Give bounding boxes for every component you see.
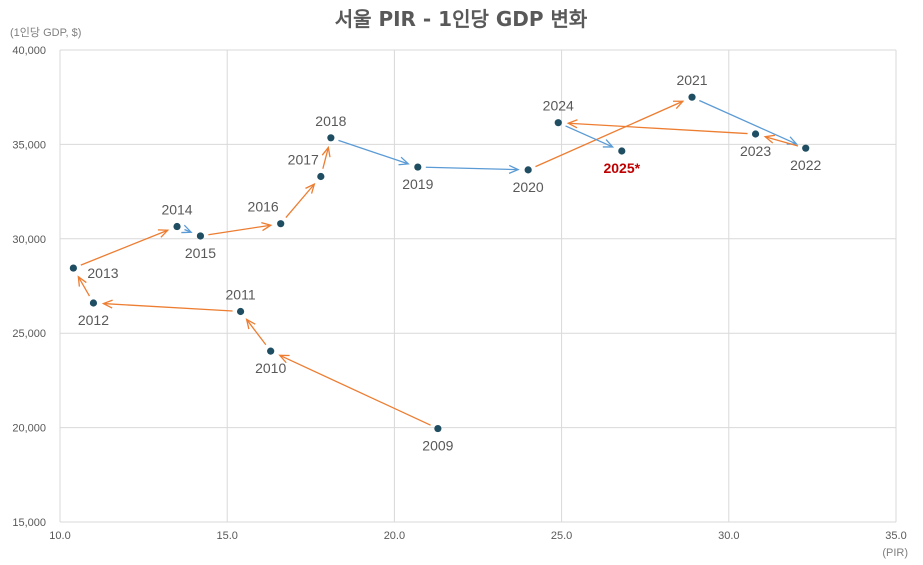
point-label-2018: 2018 bbox=[315, 113, 346, 129]
arrow-2017-to-2018 bbox=[321, 145, 331, 169]
arrow-2019-to-2020 bbox=[425, 164, 520, 174]
arrow-2020-to-2021 bbox=[535, 100, 685, 168]
x-tick-label: 30.0 bbox=[718, 530, 739, 542]
arrow-2011-to-2012 bbox=[101, 299, 233, 312]
point-label-2024: 2024 bbox=[543, 98, 574, 114]
arrow-2021-to-2022 bbox=[699, 99, 799, 145]
y-tick-label: 15,000 bbox=[12, 517, 46, 529]
data-point-2018 bbox=[327, 134, 335, 142]
y-axis-unit-label: (1인당 GDP, $) bbox=[10, 26, 81, 39]
arrow-2012-to-2013 bbox=[77, 275, 91, 297]
point-label-2022: 2022 bbox=[790, 157, 821, 173]
y-tick-label: 35,000 bbox=[12, 139, 46, 151]
arrow-2016-to-2017 bbox=[285, 182, 316, 219]
data-point-2010 bbox=[267, 347, 275, 355]
arrow-2010-to-2011 bbox=[245, 318, 267, 346]
data-point-2020 bbox=[524, 166, 532, 174]
data-point-2013 bbox=[69, 264, 77, 272]
y-tick-label: 30,000 bbox=[12, 234, 46, 246]
point-label-2023: 2023 bbox=[740, 143, 771, 159]
x-tick-label: 15.0 bbox=[216, 530, 237, 542]
data-point-2011 bbox=[236, 307, 245, 316]
data-point-2015 bbox=[196, 232, 205, 240]
x-tick-label: 35.0 bbox=[885, 530, 906, 542]
y-tick-label: 20,000 bbox=[12, 423, 46, 435]
y-tick-label: 40,000 bbox=[12, 45, 46, 57]
data-point-2024 bbox=[554, 119, 562, 127]
data-point-2019 bbox=[414, 163, 422, 171]
data-point-2022 bbox=[802, 144, 810, 152]
x-tick-label: 10.0 bbox=[49, 530, 70, 542]
arrow-2014-to-2015 bbox=[181, 224, 193, 234]
data-point-2016 bbox=[277, 220, 285, 228]
point-label-2010: 2010 bbox=[255, 360, 286, 376]
point-label-2021: 2021 bbox=[676, 72, 707, 88]
point-label-2011: 2011 bbox=[226, 286, 256, 302]
point-label-2013: 2013 bbox=[87, 265, 118, 281]
arrow-2015-to-2016 bbox=[208, 221, 273, 236]
y-tick-label: 25,000 bbox=[12, 328, 46, 340]
data-point-2017 bbox=[317, 172, 325, 181]
point-label-2019: 2019 bbox=[402, 176, 433, 192]
point-labels: 2009 2010 2011 2012 2013 2014 2015 2016 2017 2018… bbox=[78, 72, 822, 453]
arrow-2013-to-2014 bbox=[80, 229, 170, 266]
x-axis-unit-label: (PIR) bbox=[882, 547, 908, 559]
arrow-2024-to-2025 bbox=[565, 125, 615, 148]
data-point-2023 bbox=[751, 130, 760, 138]
data-point-2021 bbox=[688, 93, 696, 101]
point-label-2017: 2017 bbox=[288, 151, 319, 167]
point-label-2016: 2016 bbox=[248, 199, 279, 215]
arrow-2023-to-2024 bbox=[566, 119, 748, 135]
chart-title: 서울 PIR - 1인당 GDP 변화 bbox=[335, 7, 588, 31]
point-label-2015: 2015 bbox=[185, 245, 216, 261]
x-tick-label: 20.0 bbox=[384, 530, 405, 542]
trajectory-arrows bbox=[77, 99, 799, 426]
data-point-2025 bbox=[618, 147, 626, 155]
x-tick-label: 25.0 bbox=[551, 530, 572, 542]
point-label-2012: 2012 bbox=[78, 312, 109, 328]
axis-ticks: 10.0 15.0 20.0 25.0 30.0 35.0 15,000 20,000 25,0… bbox=[12, 45, 906, 542]
point-label-2009: 2009 bbox=[422, 438, 453, 454]
data-point-2014 bbox=[173, 222, 181, 231]
arrow-2009-to-2010 bbox=[278, 354, 431, 426]
point-label-2014: 2014 bbox=[161, 202, 192, 218]
point-label-2025: 2025* bbox=[603, 160, 640, 176]
grid-lines bbox=[59, 49, 897, 523]
arrow-2018-to-2019 bbox=[338, 139, 410, 166]
data-point-2009 bbox=[434, 424, 442, 433]
point-label-2020: 2020 bbox=[513, 179, 544, 195]
arrow-2022-to-2023 bbox=[763, 134, 799, 147]
data-points bbox=[69, 93, 810, 433]
data-point-2012 bbox=[89, 299, 98, 307]
